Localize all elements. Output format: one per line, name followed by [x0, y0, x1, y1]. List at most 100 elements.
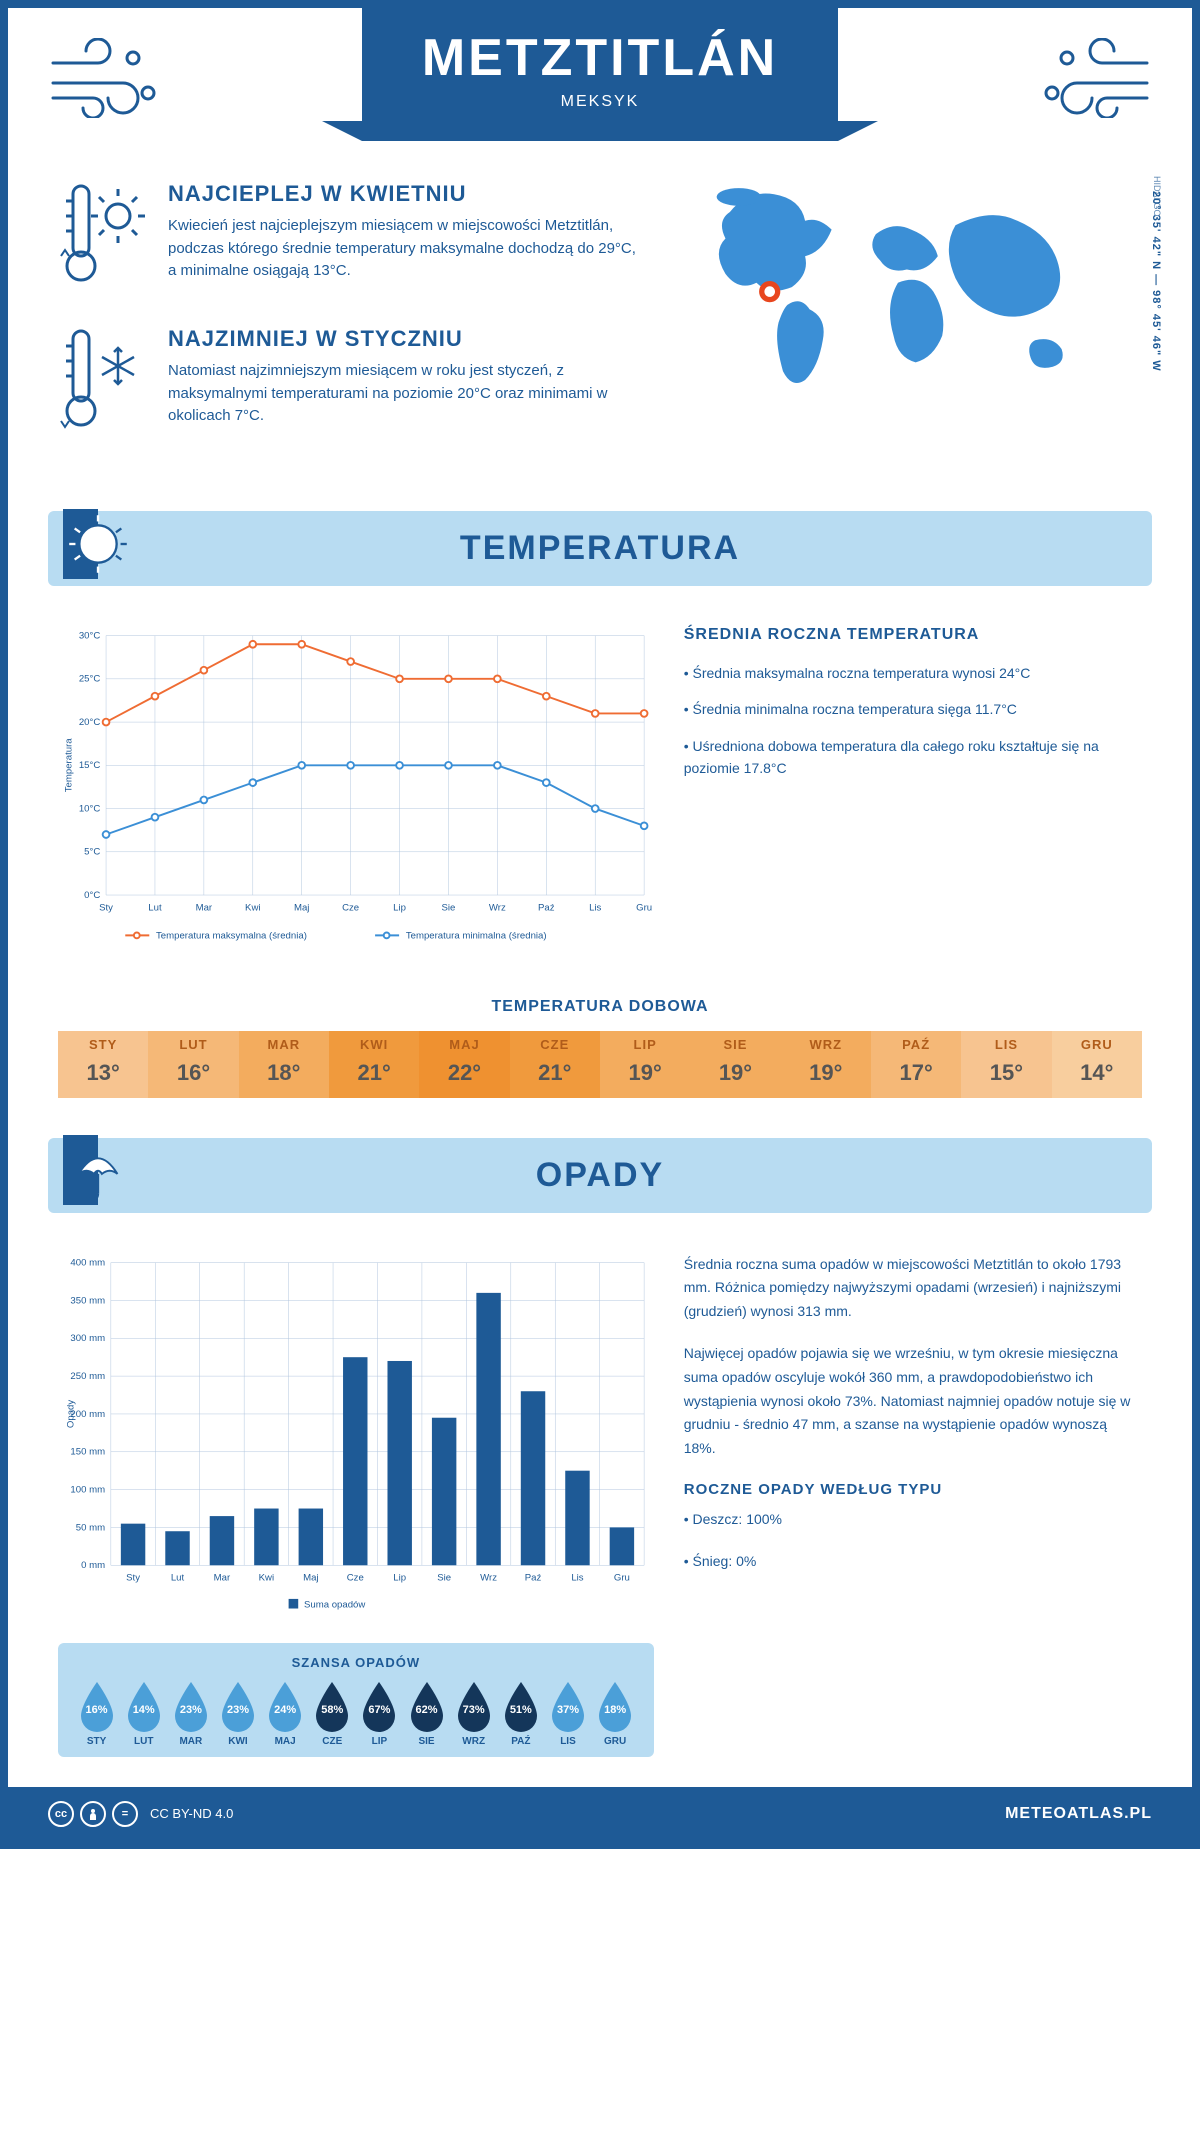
month-cell: LIP19° — [600, 1031, 690, 1098]
nd-icon: = — [112, 1801, 138, 1827]
svg-text:Sie: Sie — [437, 1572, 451, 1583]
precip-section-title: OPADY — [138, 1156, 1062, 1195]
month-cell: KWI21° — [329, 1031, 419, 1098]
svg-text:Cze: Cze — [342, 902, 359, 913]
thermometer-sun-icon — [58, 181, 148, 291]
precip-text: Średnia roczna suma opadów w miejscowośc… — [654, 1253, 1142, 1757]
svg-text:Lut: Lut — [148, 902, 162, 913]
temp-section-title: TEMPERATURA — [138, 529, 1062, 568]
temp-fact-1: • Średnia maksymalna roczna temperatura … — [684, 662, 1142, 684]
svg-text:50 mm: 50 mm — [76, 1522, 105, 1533]
svg-text:Sty: Sty — [126, 1572, 140, 1583]
svg-text:Opady: Opady — [65, 1399, 76, 1427]
annual-precip-title: ROCZNE OPADY WEDŁUG TYPU — [684, 1481, 1142, 1498]
wind-icon-right — [1032, 38, 1152, 118]
month-cell: MAJ22° — [419, 1031, 509, 1098]
svg-text:Lis: Lis — [571, 1572, 583, 1583]
precip-p2: Najwięcej opadów pojawia się we wrześniu… — [684, 1342, 1142, 1461]
svg-text:Maj: Maj — [303, 1572, 318, 1583]
svg-text:Paź: Paź — [525, 1572, 542, 1583]
svg-text:Suma opadów: Suma opadów — [304, 1599, 365, 1610]
precip-row: 0 mm50 mm100 mm150 mm200 mm250 mm300 mm3… — [8, 1243, 1192, 1787]
svg-text:Mar: Mar — [196, 902, 213, 913]
rain-drop: 51%PAŹ — [497, 1680, 544, 1747]
precip-p1: Średnia roczna suma opadów w miejscowośc… — [684, 1253, 1142, 1324]
cold-block: NAJZIMNIEJ W STYCZNIU Natomiast najzimni… — [58, 326, 643, 436]
precip-chart: 0 mm50 mm100 mm150 mm200 mm250 mm300 mm3… — [58, 1253, 654, 1757]
country-name: MEKSYK — [422, 93, 778, 111]
by-icon — [80, 1801, 106, 1827]
svg-text:Temperatura minimalna (średnia: Temperatura minimalna (średnia) — [406, 930, 547, 941]
svg-text:Kwi: Kwi — [259, 1572, 274, 1583]
rain-drop: 67%LIP — [356, 1680, 403, 1747]
svg-text:350 mm: 350 mm — [70, 1295, 105, 1306]
svg-text:15°C: 15°C — [79, 760, 101, 771]
site-name: METEOATLAS.PL — [1005, 1805, 1152, 1823]
svg-text:0°C: 0°C — [84, 890, 100, 901]
rain-drops-row: 16%STY14%LUT23%MAR23%KWI24%MAJ58%CZE67%L… — [73, 1680, 639, 1747]
svg-text:400 mm: 400 mm — [70, 1257, 105, 1268]
cold-title: NAJZIMNIEJ W STYCZNIU — [168, 326, 643, 352]
temp-facts-title: ŚREDNIA ROCZNA TEMPERATURA — [684, 626, 1142, 644]
temp-row: 0°C5°C10°C15°C20°C25°C30°CStyLutMarKwiMa… — [8, 616, 1192, 988]
svg-text:0 mm: 0 mm — [81, 1560, 105, 1571]
rain-drop: 23%KWI — [214, 1680, 261, 1747]
precip-snow: • Śnieg: 0% — [684, 1550, 1142, 1574]
license-text: CC BY-ND 4.0 — [150, 1806, 233, 1821]
month-cell: WRZ19° — [781, 1031, 871, 1098]
svg-text:20°C: 20°C — [79, 717, 101, 728]
wind-icon-left — [48, 38, 168, 118]
cold-text: Natomiast najzimniejszym miesiącem w rok… — [168, 360, 643, 428]
svg-text:Gru: Gru — [636, 902, 652, 913]
header: METZTITLÁN MEKSYK — [8, 8, 1192, 141]
rain-chance-title: SZANSA OPADÓW — [73, 1655, 639, 1670]
intro-section: NAJCIEPLEJ W KWIETNIU Kwiecień jest najc… — [8, 141, 1192, 491]
title-banner: METZTITLÁN MEKSYK — [362, 8, 838, 141]
svg-text:Lip: Lip — [393, 1572, 406, 1583]
rain-chance-box: SZANSA OPADÓW 16%STY14%LUT23%MAR23%KWI24… — [58, 1643, 654, 1757]
month-cell: PAŹ17° — [871, 1031, 961, 1098]
month-cell: CZE21° — [510, 1031, 600, 1098]
location-marker — [762, 284, 778, 300]
precip-banner: OPADY — [48, 1138, 1152, 1213]
temp-fact-3: • Uśredniona dobowa temperatura dla całe… — [684, 735, 1142, 780]
temp-facts: ŚREDNIA ROCZNA TEMPERATURA • Średnia mak… — [654, 626, 1142, 958]
svg-text:300 mm: 300 mm — [70, 1333, 105, 1344]
umbrella-icon — [58, 1135, 138, 1205]
svg-text:Sie: Sie — [442, 902, 456, 913]
footer: cc = CC BY-ND 4.0 METEOATLAS.PL — [8, 1787, 1192, 1841]
temp-chart: 0°C5°C10°C15°C20°C25°C30°CStyLutMarKwiMa… — [58, 626, 654, 958]
rain-drop: 23%MAR — [167, 1680, 214, 1747]
rain-drop: 73%WRZ — [450, 1680, 497, 1747]
svg-text:Cze: Cze — [347, 1572, 364, 1583]
svg-text:Wrz: Wrz — [480, 1572, 497, 1583]
svg-text:5°C: 5°C — [84, 847, 100, 858]
rain-drop: 37%LIS — [544, 1680, 591, 1747]
month-cell: SIE19° — [690, 1031, 780, 1098]
daily-temp-table: STY13°LUT16°MAR18°KWI21°MAJ22°CZE21°LIP1… — [58, 1031, 1142, 1098]
svg-text:Temperatura maksymalna (średni: Temperatura maksymalna (średnia) — [156, 930, 307, 941]
rain-drop: 14%LUT — [120, 1680, 167, 1747]
month-cell: STY13° — [58, 1031, 148, 1098]
svg-text:Sty: Sty — [99, 902, 113, 913]
cc-icons: cc = — [48, 1801, 138, 1827]
thermometer-snow-icon — [58, 326, 148, 436]
temp-fact-2: • Średnia minimalna roczna temperatura s… — [684, 698, 1142, 720]
svg-text:100 mm: 100 mm — [70, 1484, 105, 1495]
rain-drop: 18%GRU — [592, 1680, 639, 1747]
month-cell: LIS15° — [961, 1031, 1051, 1098]
temp-banner: TEMPERATURA — [48, 511, 1152, 586]
hot-title: NAJCIEPLEJ W KWIETNIU — [168, 181, 643, 207]
svg-text:Mar: Mar — [214, 1572, 231, 1583]
svg-text:Paź: Paź — [538, 902, 555, 913]
month-cell: LUT16° — [148, 1031, 238, 1098]
hot-block: NAJCIEPLEJ W KWIETNIU Kwiecień jest najc… — [58, 181, 643, 291]
svg-text:250 mm: 250 mm — [70, 1371, 105, 1382]
infographic-page: METZTITLÁN MEKSYK — [0, 0, 1200, 1849]
svg-text:Lut: Lut — [171, 1572, 185, 1583]
rain-drop: 62%SIE — [403, 1680, 450, 1747]
month-cell: MAR18° — [239, 1031, 329, 1098]
svg-text:25°C: 25°C — [79, 674, 101, 685]
svg-text:150 mm: 150 mm — [70, 1446, 105, 1457]
svg-text:Lis: Lis — [589, 902, 601, 913]
